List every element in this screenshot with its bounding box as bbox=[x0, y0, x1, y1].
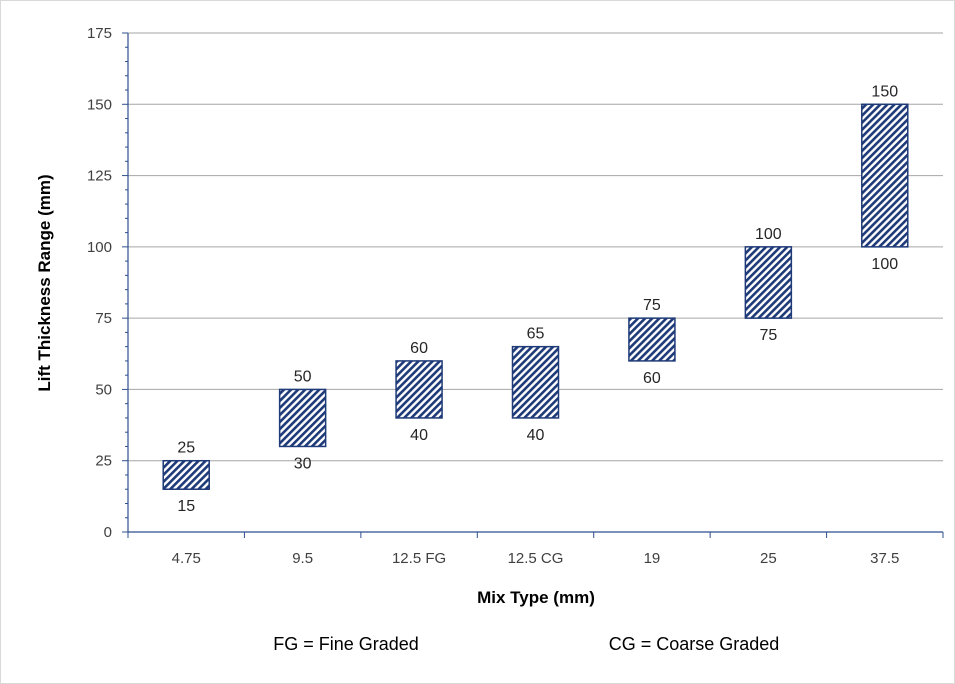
data-label-high: 25 bbox=[177, 440, 195, 457]
data-label-low: 30 bbox=[294, 455, 312, 472]
data-label-high: 150 bbox=[871, 83, 898, 100]
data-label-high: 60 bbox=[410, 340, 428, 357]
range-bar bbox=[628, 317, 676, 362]
x-tick-label: 19 bbox=[644, 550, 661, 567]
data-label-low: 15 bbox=[177, 498, 195, 515]
data-label-low: 40 bbox=[410, 427, 428, 444]
data-label-low: 75 bbox=[759, 327, 777, 344]
range-bar bbox=[395, 360, 443, 419]
x-tick-label: 9.5 bbox=[292, 550, 313, 567]
data-label-high: 50 bbox=[294, 368, 312, 385]
x-tick-label: 37.5 bbox=[870, 550, 899, 567]
data-label-high: 75 bbox=[643, 297, 661, 314]
range-bar bbox=[744, 246, 793, 319]
x-tick-label: 12.5 FG bbox=[392, 550, 446, 567]
note-fine-graded: FG = Fine Graded bbox=[273, 634, 419, 654]
note-coarse-graded: CG = Coarse Graded bbox=[609, 634, 780, 654]
x-tick-label: 12.5 CG bbox=[508, 550, 564, 567]
data-label-high: 65 bbox=[527, 326, 545, 343]
data-label-low: 40 bbox=[527, 427, 545, 444]
y-axis-title: Lift Thickness Range (mm) bbox=[35, 174, 54, 391]
y-tick-label: 50 bbox=[95, 381, 112, 398]
x-axis-title: Mix Type (mm) bbox=[477, 588, 595, 607]
range-bar bbox=[511, 345, 560, 419]
y-tick-label: 100 bbox=[87, 239, 112, 256]
data-label-low: 60 bbox=[643, 370, 661, 387]
range-bar bbox=[278, 388, 327, 448]
y-tick-label: 125 bbox=[87, 168, 112, 185]
y-tick-label: 25 bbox=[95, 453, 112, 470]
range-bar bbox=[162, 459, 210, 490]
y-tick-label: 75 bbox=[95, 310, 112, 327]
range-bar bbox=[861, 103, 909, 248]
y-tick-label: 175 bbox=[87, 25, 112, 42]
y-tick-label: 0 bbox=[104, 524, 112, 541]
data-label-low: 100 bbox=[871, 256, 898, 273]
y-tick-label: 150 bbox=[87, 96, 112, 113]
data-label-high: 100 bbox=[755, 226, 782, 243]
x-tick-label: 25 bbox=[760, 550, 777, 567]
x-tick-label: 4.75 bbox=[172, 550, 201, 567]
